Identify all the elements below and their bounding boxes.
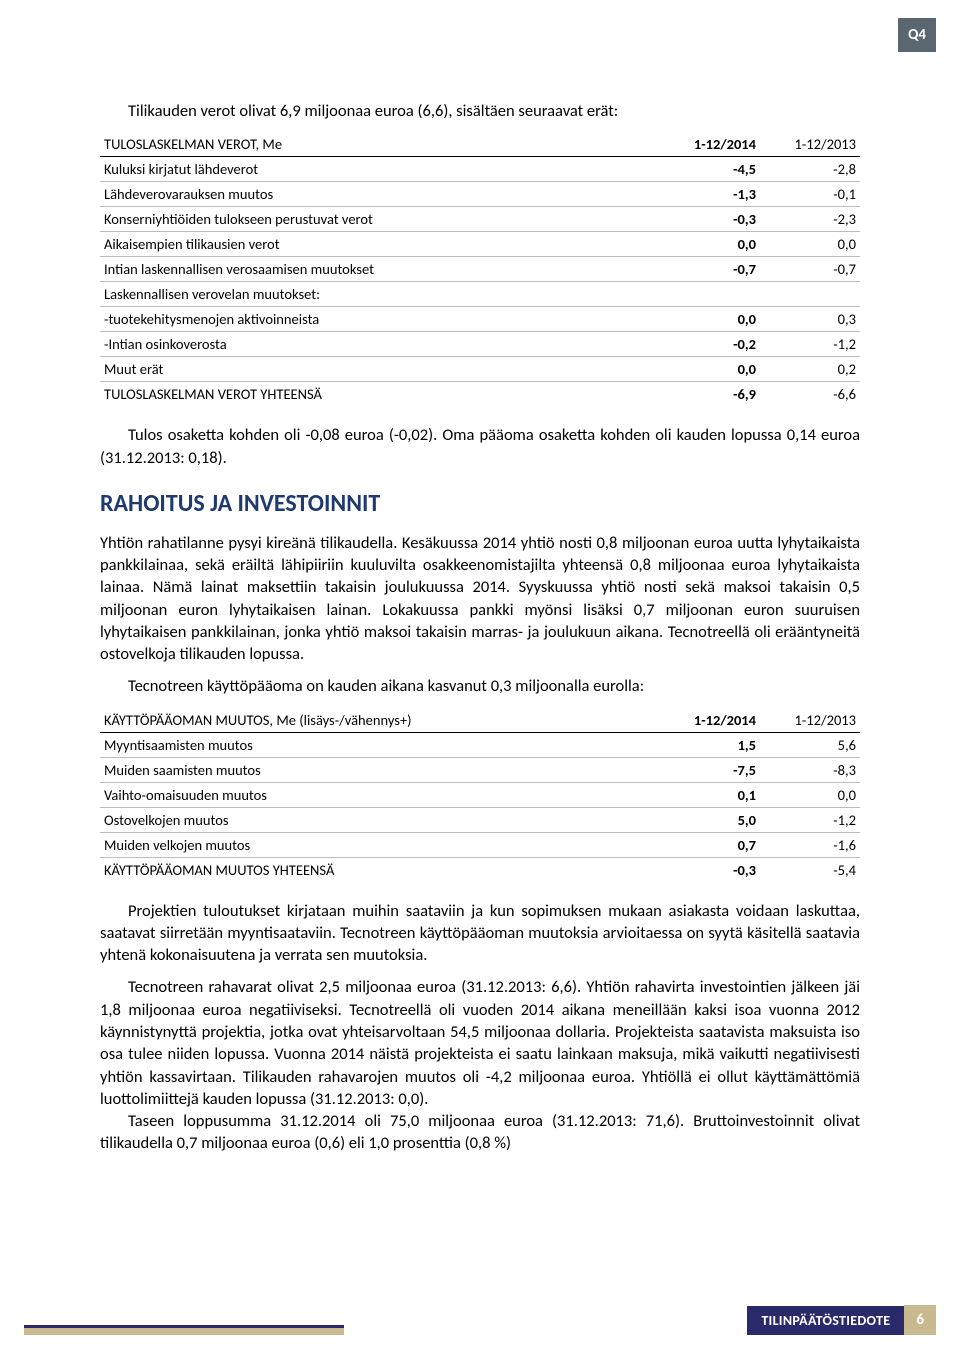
cell-v2: -0,1 (760, 182, 860, 207)
table-row: Muut erät0,00,2 (100, 357, 860, 382)
cell-v1: -0,3 (660, 207, 760, 232)
table-total-row: KÄYTTÖPÄÄOMAN MUUTOS YHTEENSÄ-0,3-5,4 (100, 857, 860, 882)
cell-v1: -0,3 (660, 857, 760, 882)
footer-stripe (24, 1328, 344, 1335)
financing-para-3: Projektien tuloutukset kirjataan muihin … (100, 900, 860, 967)
cell-label: Lähdeverovarauksen muutos (100, 182, 660, 207)
cell-label: TULOSLASKELMAN VEROT YHTEENSÄ (100, 382, 660, 407)
cell-v2: 0,0 (760, 232, 860, 257)
table-row: -tuotekehitysmenojen aktivoinneista0,00,… (100, 307, 860, 332)
cell-v1: 0,0 (660, 232, 760, 257)
table-header-label: KÄYTTÖPÄÄOMAN MUUTOS, Me (lisäys-/vähenn… (100, 708, 660, 733)
financing-para-4: Tecnotreen rahavarat olivat 2,5 miljoona… (100, 976, 860, 1110)
footer-right: TILINPÄÄTÖSTIEDOTE 6 (747, 1305, 936, 1335)
table-header-col2: 1-12/2013 (760, 708, 860, 733)
cell-label: Vaihto-omaisuuden muutos (100, 782, 660, 807)
cell-label: -tuotekehitysmenojen aktivoinneista (100, 307, 660, 332)
cell-v1: 5,0 (660, 807, 760, 832)
table-header-col2: 1-12/2013 (760, 132, 860, 157)
table-header-col1: 1-12/2014 (660, 132, 760, 157)
table-row: Lähdeverovarauksen muutos-1,3-0,1 (100, 182, 860, 207)
cell-label: Muiden velkojen muutos (100, 832, 660, 857)
cell-label: Intian laskennallisen verosaamisen muuto… (100, 257, 660, 282)
cell-label: Konserniyhtiöiden tulokseen perustuvat v… (100, 207, 660, 232)
cell-label: Aikaisempien tilikausien verot (100, 232, 660, 257)
table-row: Konserniyhtiöiden tulokseen perustuvat v… (100, 207, 860, 232)
working-capital-table: KÄYTTÖPÄÄOMAN MUUTOS, Me (lisäys-/vähenn… (100, 708, 860, 882)
cell-v2: -2,3 (760, 207, 860, 232)
cell-v1 (660, 282, 760, 307)
table-row: Laskennallisen verovelan muutokset: (100, 282, 860, 307)
cell-v1: 0,1 (660, 782, 760, 807)
cell-v1: -0,2 (660, 332, 760, 357)
table-header-label: TULOSLASKELMAN VEROT, Me (100, 132, 660, 157)
cell-v1: -0,7 (660, 257, 760, 282)
financing-para-1: Yhtiön rahatilanne pysyi kireänä tilikau… (100, 532, 860, 666)
q4-badge: Q4 (898, 18, 936, 52)
table-header-row: KÄYTTÖPÄÄOMAN MUUTOS, Me (lisäys-/vähenn… (100, 708, 860, 733)
cell-label: Muut erät (100, 357, 660, 382)
cell-v2: -1,6 (760, 832, 860, 857)
cell-v2: -6,6 (760, 382, 860, 407)
intro-paragraph: Tilikauden verot olivat 6,9 miljoonaa eu… (100, 100, 860, 122)
section-title: RAHOITUS JA INVESTOINNIT (100, 489, 860, 518)
cell-v1: -6,9 (660, 382, 760, 407)
table-row: Myyntisaamisten muutos1,55,6 (100, 732, 860, 757)
cell-label: Myyntisaamisten muutos (100, 732, 660, 757)
cell-v1: 0,0 (660, 307, 760, 332)
table-row: Muiden velkojen muutos0,7-1,6 (100, 832, 860, 857)
cell-v1: 0,0 (660, 357, 760, 382)
cell-v1: -4,5 (660, 157, 760, 182)
tax-table: TULOSLASKELMAN VEROT, Me 1-12/2014 1-12/… (100, 132, 860, 406)
cell-v2 (760, 282, 860, 307)
cell-label: KÄYTTÖPÄÄOMAN MUUTOS YHTEENSÄ (100, 857, 660, 882)
eps-paragraph: Tulos osaketta kohden oli -0,08 euroa (-… (100, 424, 860, 469)
cell-v2: 5,6 (760, 732, 860, 757)
table-row: -Intian osinkoverosta-0,2-1,2 (100, 332, 860, 357)
cell-label: Kuluksi kirjatut lähdeverot (100, 157, 660, 182)
cell-v2: -8,3 (760, 757, 860, 782)
cell-v2: 0,2 (760, 357, 860, 382)
financing-para-2: Tecnotreen käyttöpääoma on kauden aikana… (100, 675, 860, 697)
cell-v1: 0,7 (660, 832, 760, 857)
footer: TILINPÄÄTÖSTIEDOTE 6 (0, 1305, 960, 1335)
financing-para-5: Taseen loppusumma 31.12.2014 oli 75,0 mi… (100, 1110, 860, 1155)
cell-label: Ostovelkojen muutos (100, 807, 660, 832)
cell-v2: 0,3 (760, 307, 860, 332)
cell-v1: -7,5 (660, 757, 760, 782)
table-row: Aikaisempien tilikausien verot0,00,0 (100, 232, 860, 257)
cell-v1: -1,3 (660, 182, 760, 207)
cell-v2: -2,8 (760, 157, 860, 182)
cell-v1: 1,5 (660, 732, 760, 757)
cell-label: Muiden saamisten muutos (100, 757, 660, 782)
table-row: Kuluksi kirjatut lähdeverot-4,5-2,8 (100, 157, 860, 182)
page-content: Tilikauden verot olivat 6,9 miljoonaa eu… (0, 0, 960, 1215)
table-row: Intian laskennallisen verosaamisen muuto… (100, 257, 860, 282)
table-row: Ostovelkojen muutos5,0-1,2 (100, 807, 860, 832)
cell-v2: -1,2 (760, 807, 860, 832)
footer-label: TILINPÄÄTÖSTIEDOTE (747, 1306, 904, 1335)
footer-page-number: 6 (904, 1305, 936, 1335)
cell-v2: -1,2 (760, 332, 860, 357)
cell-label: -Intian osinkoverosta (100, 332, 660, 357)
table-row: Muiden saamisten muutos-7,5-8,3 (100, 757, 860, 782)
cell-v2: -0,7 (760, 257, 860, 282)
cell-v2: -5,4 (760, 857, 860, 882)
cell-v2: 0,0 (760, 782, 860, 807)
table-total-row: TULOSLASKELMAN VEROT YHTEENSÄ-6,9-6,6 (100, 382, 860, 407)
cell-label: Laskennallisen verovelan muutokset: (100, 282, 660, 307)
table-header-row: TULOSLASKELMAN VEROT, Me 1-12/2014 1-12/… (100, 132, 860, 157)
table-header-col1: 1-12/2014 (660, 708, 760, 733)
table-row: Vaihto-omaisuuden muutos0,10,0 (100, 782, 860, 807)
